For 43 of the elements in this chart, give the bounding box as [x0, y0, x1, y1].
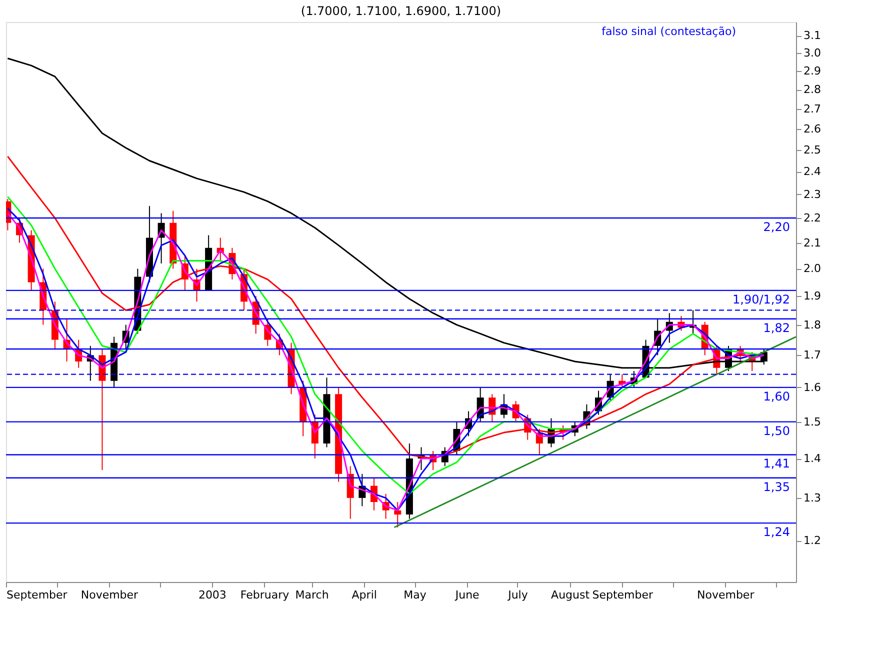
- candlestick: [394, 502, 402, 528]
- chart-title: (1.7000, 1.7100, 1.6900, 1.7100): [300, 4, 502, 18]
- y-tick-label: 1.7: [804, 348, 821, 362]
- x-tick-label: April: [352, 588, 377, 602]
- y-tick-label: 3.0: [804, 46, 821, 60]
- x-tick-label: June: [454, 588, 480, 602]
- y-tick-label: 1.5: [804, 415, 821, 428]
- x-tick-label: November: [80, 588, 139, 602]
- y-tick-label: 2.1: [804, 236, 821, 250]
- y-tick-label: 1.8: [804, 318, 821, 332]
- x-tick-label: February: [240, 588, 290, 602]
- ref-line-label: 1,82: [763, 320, 790, 335]
- annotation: falso sinal (contestação): [602, 25, 736, 38]
- y-tick-label: 2.7: [804, 102, 821, 116]
- y-tick-label: 2.3: [804, 188, 821, 201]
- ref-line-label: 1,24: [763, 525, 790, 540]
- x-tick-label: August: [551, 588, 590, 602]
- y-tick-label: 2.9: [804, 64, 821, 78]
- x-tick-label: March: [295, 588, 329, 602]
- y-tick-label: 2.0: [804, 262, 821, 276]
- x-tick-label: July: [507, 588, 528, 602]
- y-tick-label: 1.6: [804, 380, 821, 394]
- y-tick-label: 1.3: [804, 491, 821, 504]
- ref-line-label: 1,50: [763, 424, 790, 438]
- x-tick-label: September: [592, 588, 654, 602]
- y-tick-label: 1.4: [804, 452, 821, 466]
- ref-line-label: 1,41: [763, 456, 790, 471]
- y-tick-label: 1.2: [804, 534, 821, 548]
- ref-line-label: 1,60: [763, 389, 790, 404]
- x-tick-label: November: [696, 588, 755, 602]
- y-tick-label: 1.9: [804, 290, 821, 303]
- ref-line-label: 2,20: [763, 220, 790, 234]
- y-tick-label: 2.2: [804, 212, 821, 225]
- ref-line-label: 1,90/1,92: [732, 292, 790, 306]
- ref-line-label: 1,35: [763, 480, 790, 494]
- y-tick-label: 2.4: [804, 165, 821, 178]
- x-tick-label: September: [6, 588, 68, 602]
- x-tick-label: May: [404, 588, 427, 602]
- x-tick-label: 2003: [198, 588, 226, 602]
- y-tick-label: 2.8: [804, 83, 821, 96]
- y-tick-label: 3.1: [804, 29, 821, 42]
- y-tick-label: 2.6: [804, 122, 821, 136]
- y-tick-label: 2.5: [804, 144, 821, 157]
